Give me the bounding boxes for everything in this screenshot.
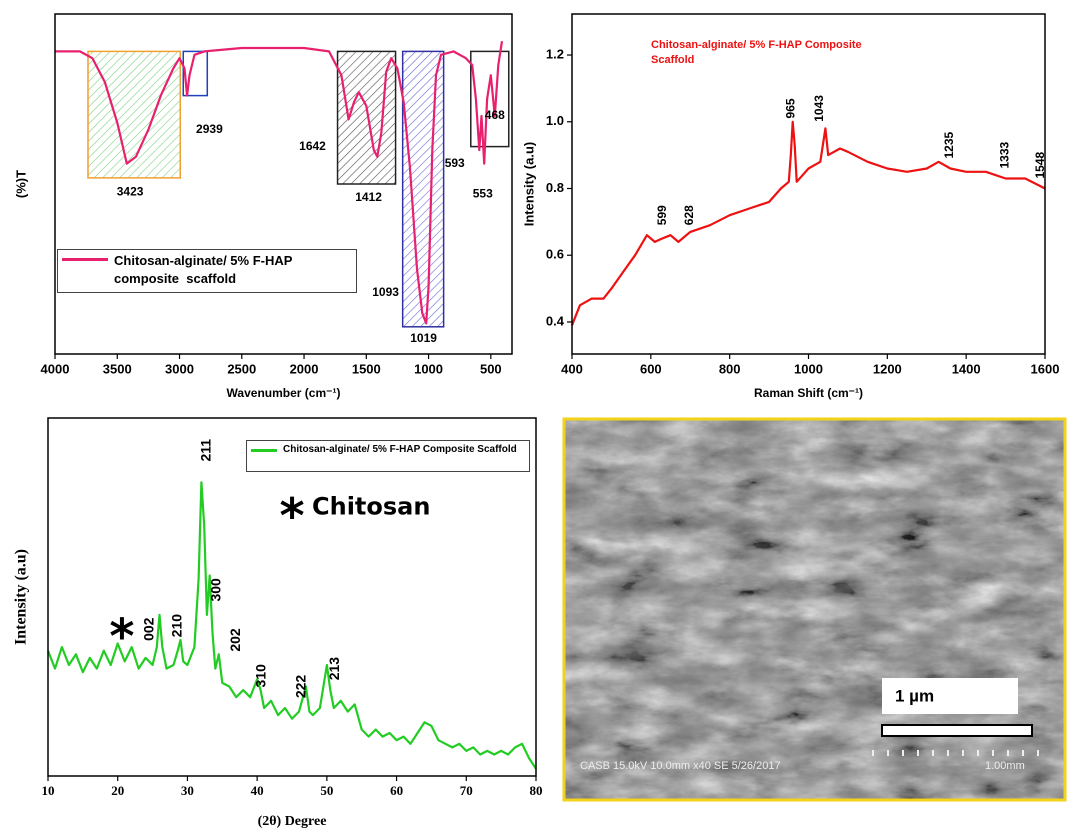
peak-label: 310 [253, 664, 269, 688]
note-symbol: * [279, 489, 304, 545]
peak-label: 1333 [997, 141, 1011, 168]
peak-label: 1093 [372, 285, 399, 299]
peak-label: 468 [485, 108, 505, 122]
x-tick-label: 1400 [952, 361, 981, 376]
peak-label: 213 [326, 657, 342, 681]
x-tick-label: 20 [111, 783, 124, 798]
x-axis-label: Raman Shift (cm⁻¹) [754, 386, 863, 400]
note-text: Chitosan [312, 493, 430, 521]
scale-label: 1 µm [895, 686, 934, 705]
phase-marker: * [109, 609, 134, 665]
x-tick-label: 80 [530, 783, 543, 798]
peak-label: 1235 [942, 131, 956, 158]
peak-label: 002 [140, 617, 156, 641]
legend-label: Chitosan-alginate/ 5% F-HAP Composite Sc… [283, 443, 517, 456]
region [403, 51, 444, 326]
chart: 10 20 30 40 50 60 70 80 (2θ) Degree Intensity (a.… [13, 418, 543, 829]
x-tick-label: 10 [42, 783, 55, 798]
peak-label: 1412 [355, 190, 382, 204]
legend-entry: Chitosan-alginate/ 5% F-HAP composite sc… [62, 252, 352, 288]
y-tick-label: 1.0 [546, 113, 564, 128]
scale-bar [882, 725, 1032, 736]
legend-box: Chitosan-alginate/ 5% F-HAP Composite Sc… [246, 440, 530, 472]
peak-label: 599 [655, 205, 669, 225]
series-line [572, 122, 1045, 325]
x-tick-label: 2000 [290, 361, 319, 376]
x-tick-label: 600 [640, 361, 662, 376]
x-tick-label: 4000 [41, 361, 70, 376]
chart: 4000 3500 3000 2500 2000 1500 1000 500 Wavenumbe… [13, 14, 512, 400]
x-tick-label: 500 [480, 361, 502, 376]
figure: 1 µm CASB 15.0kV 10.0mm x40 SE 5/26/2017… [0, 0, 1067, 832]
x-axis-label: (2θ) Degree [258, 814, 327, 829]
peak-label: 628 [682, 205, 696, 225]
legend: Chitosan-alginate/ 5% F-HAP Composite Sc… [647, 36, 877, 76]
y-axis-label: Intensity (a.u) [13, 549, 30, 645]
legend-entry: Chitosan-alginate/ 5% F-HAP Composite Sc… [251, 443, 525, 456]
peak-label: 965 [783, 98, 797, 118]
peak-label: 593 [445, 156, 465, 170]
x-tick-label: 3000 [165, 361, 194, 376]
x-tick-label: 1500 [352, 361, 381, 376]
sem-texture [564, 419, 1065, 800]
sem-info: CASB 15.0kV 10.0mm x40 SE 5/26/2017 [580, 760, 781, 772]
peak-label: 1043 [812, 95, 826, 122]
x-tick-label: 1600 [1031, 361, 1060, 376]
peak-label: 3423 [117, 184, 144, 198]
x-tick-label: 400 [561, 361, 583, 376]
x-tick-label: 1000 [414, 361, 443, 376]
y-axis-label: Intensity (a.u) [521, 142, 536, 227]
legend: Chitosan-alginate/ 5% F-HAP Composite Sc… [246, 440, 530, 472]
legend-label: Chitosan-alginate/ 5% F-HAP composite sc… [114, 252, 334, 288]
chart: 400 600 800 1000 1200 1400 1600 0.4 0.6 0.8 1.0 1.2… [521, 14, 1059, 400]
legend-label: Chitosan-alginate/ 5% F-HAP Composite Sc… [651, 38, 873, 68]
y-tick-label: 0.8 [546, 180, 564, 195]
y-tick-label: 0.4 [546, 313, 565, 328]
x-tick-label: 3500 [103, 361, 132, 376]
peak-label: 2939 [196, 122, 223, 136]
x-tick-label: 70 [460, 783, 473, 798]
legend-swatch [251, 449, 277, 452]
x-tick-label: 30 [181, 783, 194, 798]
peak-label: 222 [292, 675, 308, 699]
y-axis-label: (%)T [13, 170, 28, 198]
peak-label: 211 [198, 439, 214, 462]
peak-label: 1019 [410, 331, 437, 345]
x-tick-label: 50 [320, 783, 333, 798]
x-tick-label: 2500 [227, 361, 256, 376]
x-axis-label: Wavenumber (cm⁻¹) [227, 386, 341, 400]
peak-label: 300 [207, 578, 223, 602]
peak-label: 553 [473, 186, 493, 200]
legend: Chitosan-alginate/ 5% F-HAP composite sc… [57, 249, 357, 293]
x-tick-label: 1000 [794, 361, 823, 376]
x-tick-label: 1200 [873, 361, 902, 376]
y-tick-label: 0.6 [546, 247, 564, 262]
peak-label: 202 [227, 628, 243, 652]
legend-box: Chitosan-alginate/ 5% F-HAP composite sc… [57, 249, 357, 293]
x-tick-label: 40 [251, 783, 264, 798]
y-tick-label: 1.2 [546, 46, 564, 61]
peak-label: 1548 [1033, 151, 1047, 178]
peak-label: 210 [168, 614, 184, 638]
peak-label: 1642 [299, 139, 326, 153]
sem-panel: 1 µm CASB 15.0kV 10.0mm x40 SE 5/26/2017… [564, 419, 1065, 800]
legend-box: Chitosan-alginate/ 5% F-HAP Composite Sc… [647, 36, 877, 76]
x-tick-label: 800 [719, 361, 741, 376]
legend-entry: Chitosan-alginate/ 5% F-HAP Composite Sc… [651, 38, 873, 68]
legend-swatch [62, 258, 108, 261]
scale-text: 1.00mm [985, 760, 1025, 772]
x-tick-label: 60 [390, 783, 403, 798]
